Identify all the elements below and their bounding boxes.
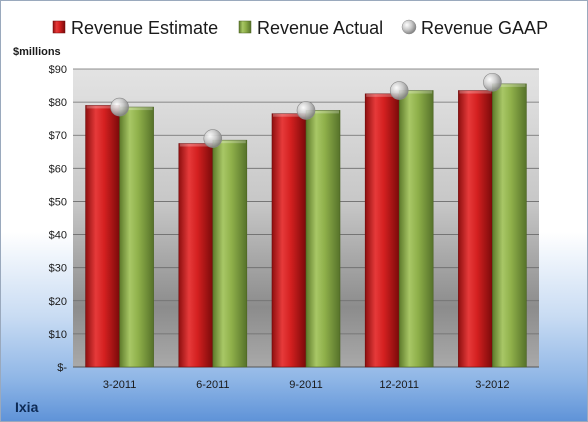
bar-revenue-actual <box>305 110 341 368</box>
x-tick-label: 6-2011 <box>196 379 229 391</box>
bar-top-highlight <box>213 140 246 144</box>
bar-top-highlight <box>179 143 212 147</box>
x-tick-label: 12-2011 <box>379 379 419 391</box>
legend-label-gaap: Revenue GAAP <box>421 18 548 38</box>
bar-top-highlight <box>86 105 119 109</box>
y-tick-label: $20 <box>49 296 67 308</box>
bar-revenue-estimate <box>85 105 120 368</box>
x-tick-label: 9-2011 <box>289 379 322 391</box>
legend-swatch-marker <box>401 19 417 35</box>
bar-top-highlight <box>366 93 399 97</box>
y-tick-label: $40 <box>49 230 67 242</box>
bar-top-highlight <box>400 90 433 94</box>
legend-swatch-green <box>238 20 252 34</box>
y-tick-label: $50 <box>49 196 67 208</box>
y-tick-label: $30 <box>49 263 67 275</box>
bar-top-highlight <box>459 90 492 94</box>
bar-revenue-actual <box>492 83 527 368</box>
legend-label-estimate: Revenue Estimate <box>71 18 218 38</box>
markers <box>110 72 502 148</box>
x-tick-label: 3-2012 <box>475 379 509 391</box>
legend-item-revenue-gaap: Revenue GAAP <box>401 18 548 38</box>
legend-swatch-red <box>52 20 66 34</box>
marker-revenue-gaap <box>483 72 502 92</box>
y-tick-label: $60 <box>49 163 67 175</box>
company-label: Ixia <box>15 399 39 415</box>
x-tick-label: 3-2011 <box>103 379 136 391</box>
y-tick-label: $- <box>57 362 67 374</box>
bars <box>85 83 527 368</box>
y-tick-label: $90 <box>49 64 67 76</box>
marker-revenue-gaap <box>296 101 316 120</box>
bar-revenue-estimate <box>178 143 214 368</box>
y-tick-label: $80 <box>49 97 67 109</box>
bar-revenue-estimate <box>458 90 493 368</box>
bar-top-highlight <box>493 83 526 87</box>
marker-revenue-gaap <box>203 129 223 148</box>
marker-revenue-gaap <box>110 97 129 117</box>
legend-item-revenue-estimate: Revenue Estimate <box>52 18 218 38</box>
bar-top-highlight <box>273 113 305 117</box>
bar-revenue-actual <box>212 139 248 368</box>
y-tick-label: $70 <box>49 130 67 142</box>
bar-revenue-estimate <box>364 93 400 368</box>
legend: Revenue Estimate Revenue Actual Revenue … <box>52 18 548 38</box>
bar-revenue-actual <box>119 106 154 368</box>
legend-label-actual: Revenue Actual <box>257 18 383 38</box>
bar-top-highlight <box>120 107 153 111</box>
x-axis-ticks: 3-2011 6-2011 9-2011 12-2011 3-2012 <box>103 379 510 391</box>
y-tick-label: $10 <box>49 329 67 341</box>
y-axis-ticks: $- $10 $20 $30 $40 $50 $60 $70 $80 $90 <box>49 64 68 374</box>
bar-revenue-estimate <box>271 113 307 368</box>
legend-item-revenue-actual: Revenue Actual <box>238 18 383 38</box>
marker-revenue-gaap <box>389 81 409 100</box>
bar-revenue-actual <box>398 90 434 368</box>
y-unit-label: $millions <box>13 46 61 58</box>
bar-top-highlight <box>307 110 339 114</box>
